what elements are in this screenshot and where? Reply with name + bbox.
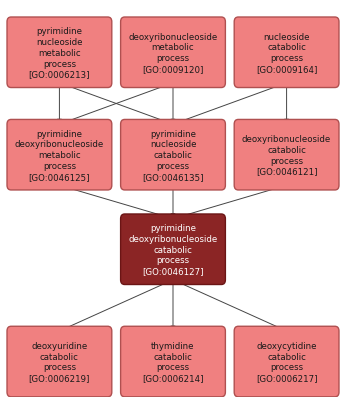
- FancyBboxPatch shape: [7, 120, 112, 190]
- FancyBboxPatch shape: [121, 120, 225, 190]
- Text: deoxycytidine
catabolic
process
[GO:0006217]: deoxycytidine catabolic process [GO:0006…: [256, 341, 317, 382]
- Text: pyrimidine
nucleoside
metabolic
process
[GO:0006213]: pyrimidine nucleoside metabolic process …: [29, 27, 90, 79]
- FancyBboxPatch shape: [234, 326, 339, 397]
- Text: pyrimidine
deoxyribonucleoside
metabolic
process
[GO:0046125]: pyrimidine deoxyribonucleoside metabolic…: [15, 130, 104, 181]
- FancyBboxPatch shape: [7, 326, 112, 397]
- Text: nucleoside
catabolic
process
[GO:0009164]: nucleoside catabolic process [GO:0009164…: [256, 32, 317, 74]
- Text: pyrimidine
deoxyribonucleoside
catabolic
process
[GO:0046127]: pyrimidine deoxyribonucleoside catabolic…: [128, 224, 218, 275]
- FancyBboxPatch shape: [121, 215, 225, 285]
- Text: deoxyuridine
catabolic
process
[GO:0006219]: deoxyuridine catabolic process [GO:00062…: [29, 341, 90, 382]
- FancyBboxPatch shape: [234, 120, 339, 190]
- FancyBboxPatch shape: [121, 326, 225, 397]
- FancyBboxPatch shape: [121, 18, 225, 88]
- Text: deoxyribonucleoside
catabolic
process
[GO:0046121]: deoxyribonucleoside catabolic process [G…: [242, 135, 331, 176]
- Text: deoxyribonucleoside
metabolic
process
[GO:0009120]: deoxyribonucleoside metabolic process [G…: [128, 32, 218, 74]
- Text: thymidine
catabolic
process
[GO:0006214]: thymidine catabolic process [GO:0006214]: [142, 341, 204, 382]
- FancyBboxPatch shape: [234, 18, 339, 88]
- FancyBboxPatch shape: [7, 18, 112, 88]
- Text: pyrimidine
nucleoside
catabolic
process
[GO:0046135]: pyrimidine nucleoside catabolic process …: [142, 130, 204, 181]
